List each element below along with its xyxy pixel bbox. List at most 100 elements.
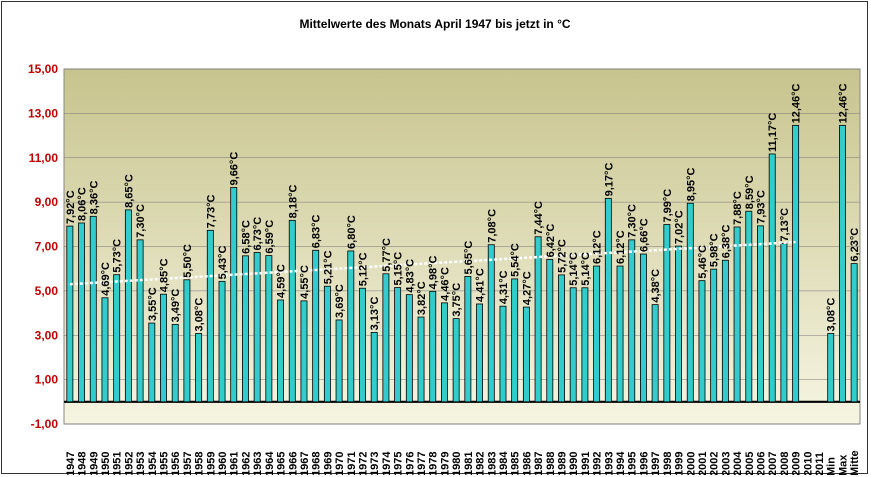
data-label-1973: 3,13°C — [369, 297, 381, 331]
x-tick-label: 1960 — [217, 452, 229, 475]
bar-1968 — [312, 249, 320, 403]
bar-2009 — [792, 124, 800, 403]
x-tick-label: Min — [826, 457, 838, 475]
bar-1987 — [534, 236, 542, 403]
x-tick-label: 1995 — [627, 452, 639, 475]
x-tick-label: 2002 — [709, 452, 721, 475]
data-label-1952: 8,65°C — [123, 174, 135, 208]
bar-1967 — [300, 300, 308, 403]
data-label-1995: 7,30°C — [627, 204, 639, 238]
bar-1962 — [241, 255, 249, 403]
bar-1981 — [464, 276, 472, 403]
x-tick-label: 2007 — [767, 452, 779, 475]
x-tick-label: 2001 — [697, 452, 709, 475]
bar-1951 — [113, 274, 121, 403]
bar-1983 — [487, 244, 495, 403]
bar-1958 — [195, 333, 203, 403]
data-label-1962: 6,58°C — [240, 220, 252, 254]
data-label-1976: 4,83°C — [404, 259, 416, 293]
bar-1950 — [101, 297, 109, 403]
bar-2004 — [733, 226, 741, 403]
x-tick-label: 1975 — [393, 452, 405, 475]
data-label-1956: 3,49°C — [170, 289, 182, 323]
data-label-1955: 4,85°C — [159, 258, 171, 292]
x-tick-label: 1999 — [674, 452, 686, 475]
x-tick-label: 1990 — [568, 452, 580, 475]
data-label-1999: 7,02°C — [674, 210, 686, 244]
data-label-1965: 4,59°C — [276, 264, 288, 298]
bar-1957 — [183, 279, 191, 403]
data-label-1959: 7,73°C — [205, 194, 217, 228]
data-label-2008: 7,13°C — [779, 208, 791, 242]
data-label-2006: 7,93°C — [756, 190, 768, 224]
data-label-2001: 5,46°C — [697, 245, 709, 279]
bar-1995 — [628, 239, 636, 403]
data-label-1978: 4,98°C — [428, 256, 440, 290]
bar-1954 — [148, 322, 156, 403]
data-label-Min: 3,08°C — [826, 298, 838, 332]
bar-2000 — [686, 202, 694, 403]
x-tick-label: 2008 — [779, 452, 791, 475]
x-tick-label: 1951 — [112, 452, 124, 475]
bar-1955 — [160, 293, 167, 403]
data-label-1948: 8,06°C — [77, 187, 89, 221]
x-tick-label: 1967 — [299, 452, 311, 475]
x-tick-label: 1966 — [287, 452, 299, 475]
x-tick-label: 1954 — [147, 451, 159, 475]
data-label-2005: 8,59°C — [744, 175, 756, 209]
data-label-1966: 8,18°C — [287, 185, 299, 219]
data-label-1986: 4,27°C — [521, 271, 533, 305]
bar-2008 — [780, 243, 788, 403]
bar-1953 — [136, 239, 144, 403]
data-label-1985: 5,54°C — [510, 243, 522, 277]
x-tick-label: 1987 — [533, 452, 545, 475]
data-label-1958: 3,08°C — [194, 298, 206, 332]
bar-1992 — [593, 265, 601, 403]
bar-1985 — [511, 278, 519, 403]
x-tick-label: 1965 — [276, 452, 288, 475]
x-tick-label: 1991 — [580, 452, 592, 475]
data-label-2004: 7,88°C — [732, 191, 744, 225]
bar-1964 — [265, 255, 273, 403]
bar-1982 — [476, 303, 484, 403]
x-axis: 1947 1948 1949 1950 1951 1952 1953 1954 1955 1956… — [65, 450, 861, 475]
data-label-1949: 8,36°C — [88, 181, 100, 215]
x-tick-label: 1955 — [159, 452, 171, 475]
trend-line — [69, 240, 796, 286]
x-tick-label: 1972 — [358, 452, 370, 475]
bar-Mitte — [850, 263, 858, 403]
y-axis: -1,00 1,00 3,00 5,00 7,00 9,00 11,00 13,00 15,00 — [28, 62, 58, 431]
bar-1966 — [288, 219, 296, 403]
data-label-1984: 4,31°C — [498, 270, 510, 304]
data-label-1964: 6,59°C — [264, 220, 276, 254]
x-tick-label: 1968 — [311, 452, 323, 475]
data-label-1989: 5,72°C — [557, 239, 569, 273]
x-tick-label: 1977 — [416, 452, 428, 475]
x-tick-label: 1970 — [334, 452, 346, 475]
x-tick-label: 1983 — [486, 452, 498, 475]
data-labels: 7,92°C 8,06°C 8,36°C4,69°C5,73°C8,65°C7,30… — [65, 83, 861, 331]
data-label-1947: 7,92°C — [65, 190, 77, 224]
bar-2002 — [710, 268, 718, 403]
data-label-1974: 5,77°C — [381, 238, 393, 272]
data-label-1963: 6,73°C — [252, 217, 264, 251]
x-tick-label: 1974 — [381, 451, 393, 475]
x-tick-label: 1979 — [439, 452, 451, 475]
x-tick-label: 2005 — [744, 452, 756, 475]
bar-2007 — [768, 153, 776, 403]
x-tick-label: 1956 — [170, 452, 182, 475]
bar-1961 — [230, 187, 238, 403]
bar-1996 — [639, 253, 647, 403]
bar-1979 — [440, 302, 448, 403]
x-tick-label: 1997 — [650, 452, 662, 475]
data-label-1990: 5,14°C — [568, 252, 580, 286]
x-tick-label: 1948 — [77, 452, 89, 475]
bar-1997 — [651, 304, 659, 403]
x-tick-label: 2009 — [791, 452, 803, 475]
bar-1969 — [323, 285, 331, 403]
data-label-1960: 5,43°C — [217, 246, 229, 280]
x-tick-label: 1992 — [592, 452, 604, 475]
x-tick-label: 1962 — [240, 452, 252, 475]
